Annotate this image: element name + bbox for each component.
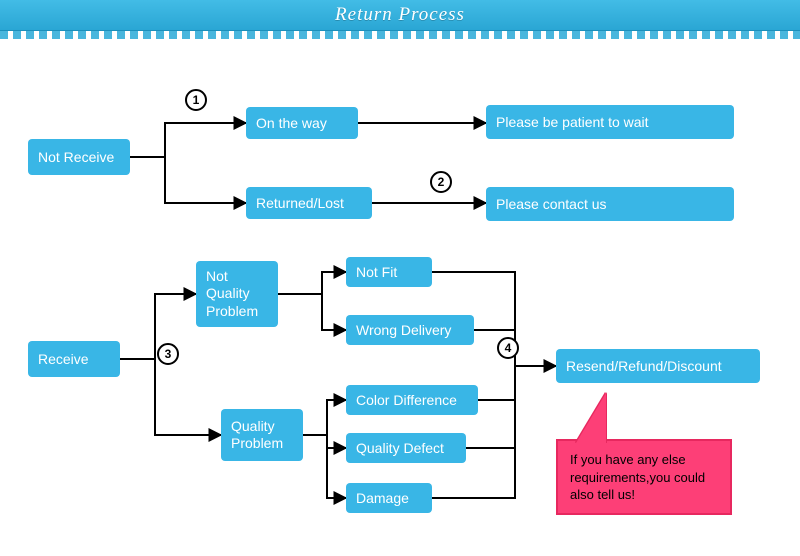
page-title: Return Process xyxy=(0,0,800,31)
node-wrong-delivery: Wrong Delivery xyxy=(346,315,474,345)
node-not-receive: Not Receive xyxy=(28,139,130,175)
node-damage: Damage xyxy=(346,483,432,513)
step-badge-2: 2 xyxy=(430,171,452,193)
header-stitch xyxy=(0,31,800,39)
node-patient-wait: Please be patient to wait xyxy=(486,105,734,139)
node-color-diff: Color Difference xyxy=(346,385,478,415)
step-badge-3: 3 xyxy=(157,343,179,365)
node-not-fit: Not Fit xyxy=(346,257,432,287)
callout-bubble: If you have any else requirements,you co… xyxy=(556,439,732,515)
node-returned-lost: Returned/Lost xyxy=(246,187,372,219)
node-resend: Resend/Refund/Discount xyxy=(556,349,760,383)
step-badge-1: 1 xyxy=(185,89,207,111)
step-badge-4: 4 xyxy=(497,337,519,359)
node-quality: Quality Problem xyxy=(221,409,303,461)
diagram-canvas: Not Receive On the way Returned/Lost Ple… xyxy=(0,39,800,556)
node-not-quality: Not Quality Problem xyxy=(196,261,278,327)
node-contact-us: Please contact us xyxy=(486,187,734,221)
node-receive: Receive xyxy=(28,341,120,377)
node-quality-defect: Quality Defect xyxy=(346,433,466,463)
node-on-the-way: On the way xyxy=(246,107,358,139)
